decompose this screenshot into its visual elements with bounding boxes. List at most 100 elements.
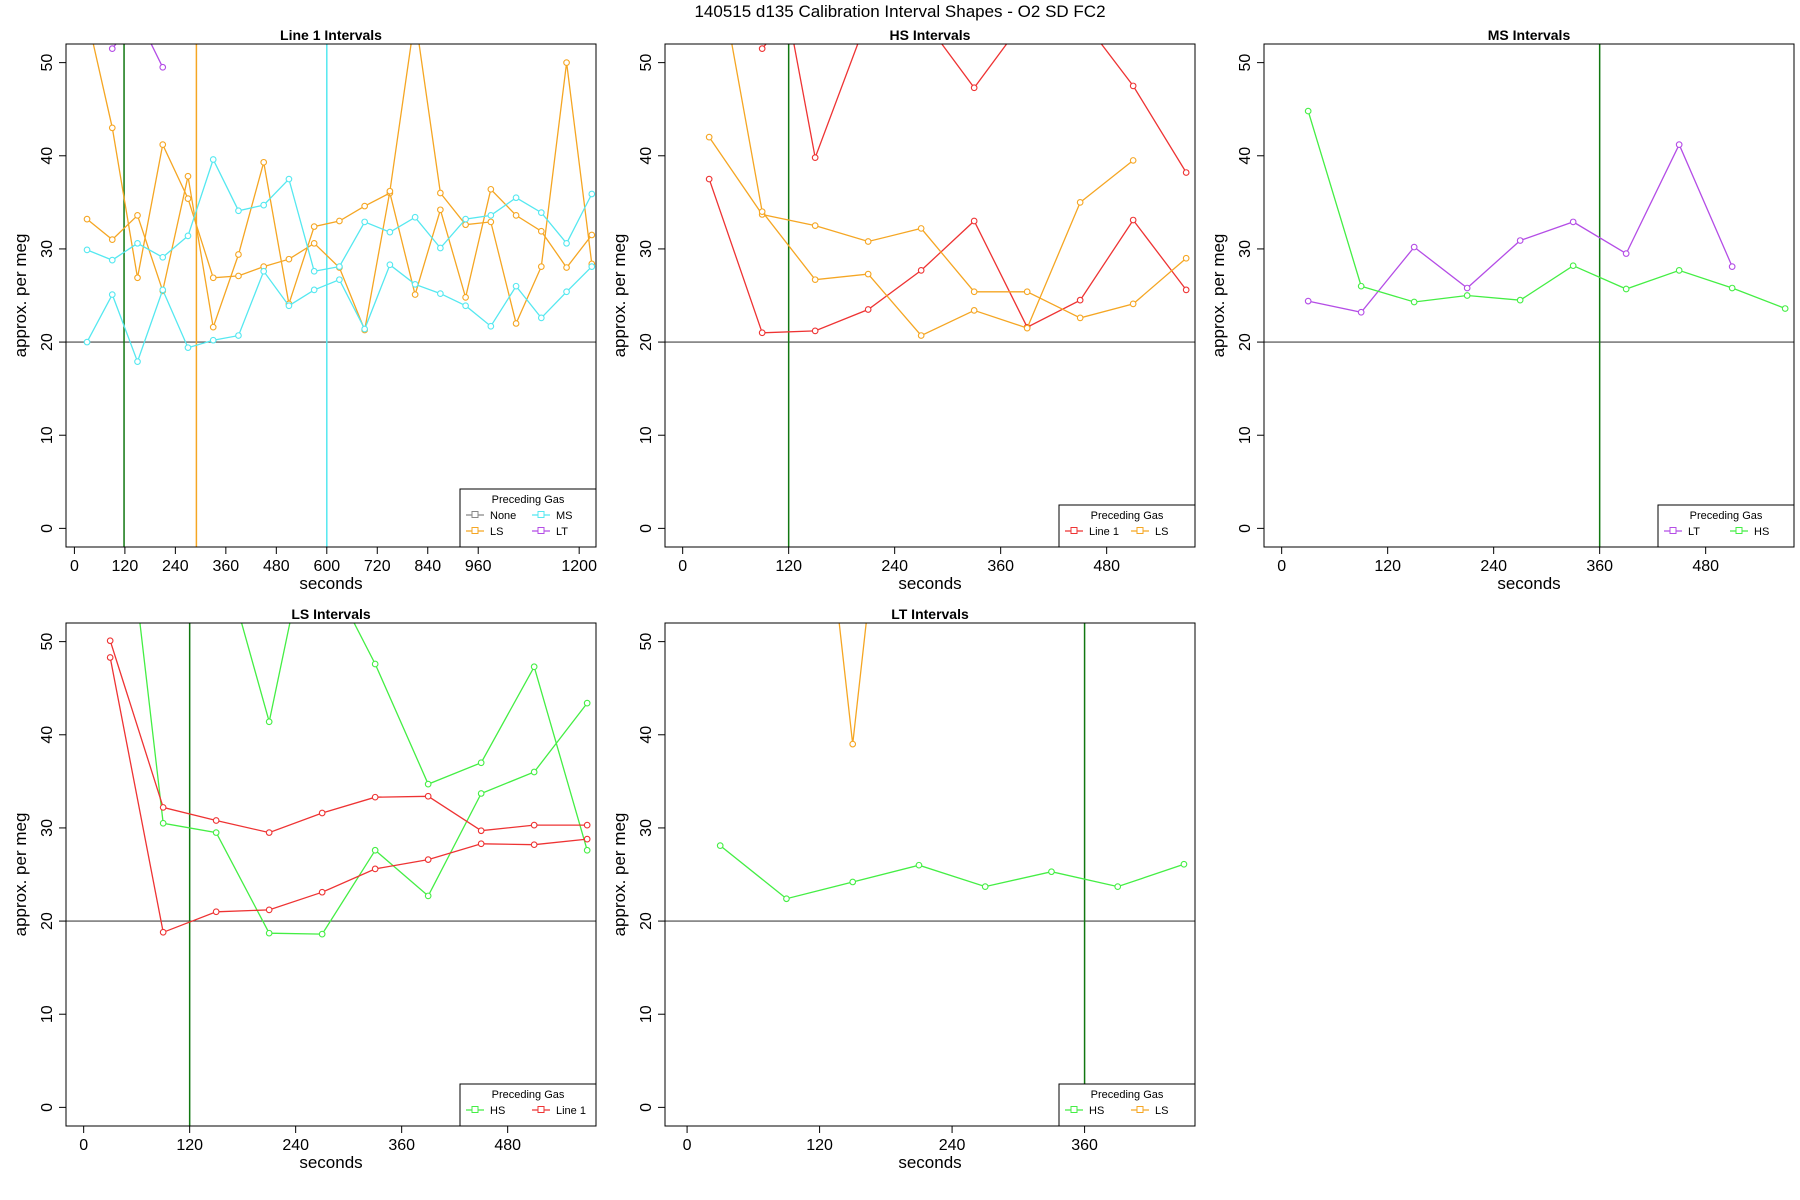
x-tick-label: 480 bbox=[1692, 558, 1719, 575]
y-axis-label: approx. per meg bbox=[1209, 234, 1228, 358]
data-point bbox=[371, 793, 379, 801]
data-point bbox=[424, 792, 432, 800]
x-tick-label: 0 bbox=[1277, 558, 1286, 575]
data-point bbox=[1076, 199, 1084, 206]
data-point bbox=[583, 835, 591, 843]
y-axis: 0 10 20 30 40 50 approx. per meg bbox=[11, 54, 66, 533]
data-point bbox=[1622, 285, 1630, 293]
legend-label: LT bbox=[1688, 526, 1700, 538]
data-point bbox=[716, 842, 724, 849]
data-point bbox=[866, 592, 872, 598]
legend-symbol bbox=[471, 511, 479, 518]
data-point bbox=[537, 209, 545, 216]
legend-item-ms: MS bbox=[532, 510, 573, 522]
data-point bbox=[1410, 298, 1418, 306]
data-point bbox=[462, 215, 469, 223]
y-tick-label: 50 bbox=[638, 54, 655, 72]
y-tick-label: 50 bbox=[638, 633, 655, 651]
data-point bbox=[583, 846, 591, 854]
data-point bbox=[865, 13, 871, 19]
data-point bbox=[563, 264, 570, 271]
series-line-ls bbox=[86, 162, 593, 328]
data-point bbox=[108, 236, 116, 243]
data-point bbox=[212, 908, 220, 916]
data-point bbox=[477, 790, 485, 797]
legend-label: HS bbox=[490, 1105, 505, 1117]
data-point bbox=[134, 239, 141, 247]
legend-title: Preceding Gas bbox=[1091, 510, 1164, 522]
data-point bbox=[285, 302, 293, 310]
data-point bbox=[134, 358, 141, 365]
legend-item-lt: LT bbox=[1664, 526, 1700, 538]
legend-box bbox=[1058, 504, 1196, 548]
data-point bbox=[265, 829, 273, 836]
data-point bbox=[563, 59, 570, 66]
x-tick-label: 360 bbox=[388, 1137, 415, 1154]
data-point bbox=[135, 13, 141, 19]
y-tick-label: 10 bbox=[1237, 426, 1254, 444]
y-tick-label: 0 bbox=[1237, 524, 1254, 533]
y-tick-label: 40 bbox=[638, 726, 655, 744]
legend-symbol bbox=[471, 527, 479, 534]
series-line-hs bbox=[240, 623, 588, 851]
legend-symbol bbox=[1070, 1106, 1078, 1113]
y-tick-label: 0 bbox=[39, 524, 56, 533]
data-point bbox=[265, 718, 273, 726]
legend-item-ls: LS bbox=[466, 526, 503, 538]
data-point bbox=[285, 175, 293, 183]
data-point bbox=[310, 267, 318, 275]
data-point bbox=[310, 223, 318, 230]
y-tick-label: 0 bbox=[638, 1103, 655, 1112]
legend-symbol bbox=[471, 1106, 479, 1113]
y-tick-label: 40 bbox=[39, 147, 56, 165]
panel-title: LS Intervals bbox=[291, 606, 371, 622]
data-point bbox=[1675, 267, 1683, 274]
x-tick-label: 0 bbox=[678, 558, 687, 575]
data-point bbox=[318, 809, 326, 817]
data-point bbox=[159, 819, 167, 827]
y-tick-label: 20 bbox=[638, 333, 655, 351]
legend-symbol bbox=[537, 1106, 545, 1113]
data-point bbox=[159, 63, 167, 71]
data-point bbox=[487, 218, 495, 226]
data-point bbox=[318, 888, 326, 896]
x-tick-label: 240 bbox=[1480, 558, 1507, 575]
data-point bbox=[537, 263, 545, 270]
data-point bbox=[477, 827, 485, 835]
series-line-ls bbox=[731, 44, 1134, 337]
series-line-ls bbox=[708, 136, 1187, 319]
panel-3: LS Intervals 0 10 20 30 40 50 approx. per meg 0 1… bbox=[11, 592, 597, 1172]
data-point bbox=[1357, 308, 1365, 316]
legend: Preceding Gas LT HS bbox=[1657, 504, 1795, 548]
legend-symbol bbox=[1136, 527, 1144, 534]
y-tick-label: 30 bbox=[638, 819, 655, 837]
data-point bbox=[134, 592, 140, 598]
data-point bbox=[588, 263, 596, 270]
data-point bbox=[386, 228, 394, 236]
data-point bbox=[260, 201, 268, 209]
data-point bbox=[285, 255, 293, 263]
legend-item-none: None bbox=[466, 510, 516, 522]
panel-2: MS Intervals 0 10 20 30 40 50 approx. per meg 0 1… bbox=[1209, 27, 1795, 593]
data-point bbox=[981, 883, 989, 890]
data-point bbox=[184, 195, 192, 202]
y-tick-label: 40 bbox=[638, 147, 655, 165]
data-point bbox=[811, 276, 819, 284]
data-point bbox=[336, 276, 343, 284]
series-line-hs bbox=[139, 623, 588, 935]
legend-label: HS bbox=[1089, 1105, 1104, 1117]
data-point bbox=[159, 286, 167, 294]
data-point bbox=[371, 846, 379, 854]
data-point bbox=[1622, 250, 1630, 257]
data-point bbox=[811, 154, 819, 161]
y-tick-label: 10 bbox=[638, 1005, 655, 1023]
data-point bbox=[462, 302, 469, 310]
y-tick-label: 20 bbox=[1237, 333, 1254, 351]
data-point bbox=[108, 256, 116, 264]
x-tick-label: 1200 bbox=[561, 558, 597, 575]
legend-symbol bbox=[537, 511, 545, 518]
data-point bbox=[437, 206, 444, 214]
reference-lines bbox=[665, 44, 1195, 547]
data-point bbox=[106, 654, 114, 661]
legend: Preceding Gas HS Line 1 bbox=[459, 1083, 597, 1127]
